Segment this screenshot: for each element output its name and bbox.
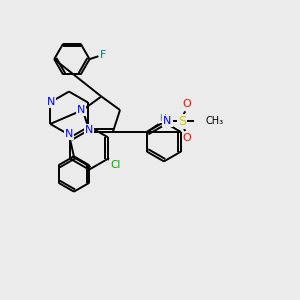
Text: S: S [178, 115, 186, 128]
Text: O: O [183, 100, 191, 110]
Text: N: N [65, 129, 73, 139]
Text: H: H [159, 114, 166, 123]
Text: F: F [100, 50, 106, 60]
Text: CH₃: CH₃ [206, 116, 224, 126]
Text: N: N [76, 105, 85, 115]
Text: Cl: Cl [110, 160, 120, 170]
Text: N: N [163, 116, 172, 126]
Text: N: N [85, 125, 93, 135]
Text: N: N [47, 97, 56, 107]
Text: O: O [183, 133, 191, 143]
